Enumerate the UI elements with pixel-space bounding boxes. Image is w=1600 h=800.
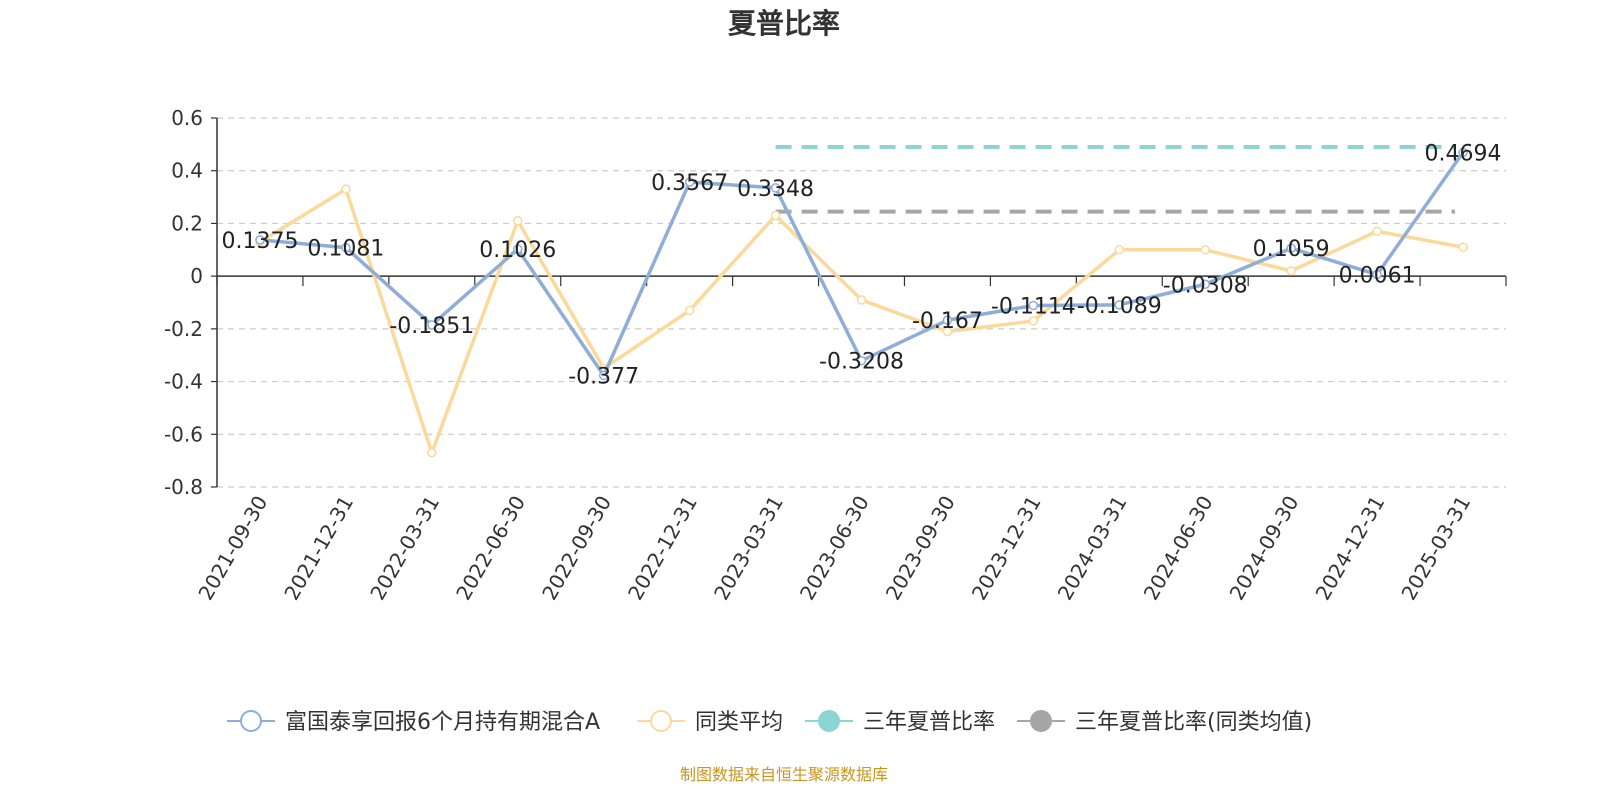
data-label: 0.1026 — [479, 238, 556, 263]
legend-label: 富国泰享回报6个月持有期混合A — [285, 710, 600, 735]
series-point-1[interactable] — [427, 320, 437, 330]
series-point-1[interactable] — [341, 242, 351, 253]
legend[interactable]: 富国泰享回报6个月持有期混合A 同类平均 三年夏普比率 三年夏普比率(同类均值) — [227, 710, 1312, 735]
series-point-1[interactable] — [942, 315, 953, 325]
data-label: 0.3567 — [651, 171, 728, 196]
series-point-1[interactable] — [513, 244, 523, 254]
series-point-2[interactable] — [1114, 245, 1125, 255]
data-label: 0.3348 — [737, 177, 814, 202]
series-point-1[interactable] — [856, 355, 867, 366]
series-point-1[interactable] — [1286, 243, 1296, 253]
legend-item-1[interactable]: 富国泰享回报6个月持有期混合A — [227, 710, 600, 735]
data-label: -0.0308 — [1163, 273, 1248, 298]
series-point-2[interactable] — [1286, 266, 1296, 276]
series-point-1[interactable] — [598, 370, 609, 381]
y-tick-label: -0.2 — [164, 317, 203, 341]
data-label: 0.1059 — [1253, 237, 1330, 262]
series-point-2[interactable] — [1200, 245, 1210, 255]
data-label: -0.377 — [568, 365, 639, 390]
data-labels: 0.1375 0.1081 -0.1851 0.1026 -0.377 0.3567 0.3… — [221, 141, 1501, 389]
y-tick-label: 0 — [190, 264, 203, 288]
data-label: 0.0061 — [1339, 264, 1416, 289]
data-label: 0.4694 — [1425, 141, 1502, 166]
x-tick-label: 2022-03-31 — [365, 492, 444, 605]
legend-item-3[interactable]: 三年夏普比率 — [805, 710, 995, 735]
legend-marker-icon — [650, 710, 672, 732]
y-tick-label: 0.2 — [171, 211, 203, 235]
data-label: -0.3208 — [819, 350, 904, 375]
y-tick-label: 0.6 — [171, 106, 203, 130]
series-line-1 — [259, 151, 1465, 378]
legend-marker-icon — [1030, 710, 1052, 732]
y-tick-label: -0.8 — [164, 475, 203, 499]
x-tick-label: 2024-12-31 — [1311, 492, 1390, 605]
series-point-2[interactable] — [513, 216, 523, 226]
legend-marker-icon — [240, 710, 262, 732]
y-tick-label: 0.4 — [171, 159, 203, 183]
series-point-2[interactable] — [942, 326, 953, 337]
x-tick-label: 2023-12-31 — [967, 492, 1046, 605]
series-point-1[interactable] — [1458, 147, 1468, 158]
x-tick-label: 2022-09-30 — [537, 492, 616, 605]
series-point-1[interactable] — [770, 183, 781, 193]
legend-marker-icon — [818, 710, 840, 732]
x-tick-label: 2024-06-30 — [1139, 492, 1218, 605]
x-tick-label: 2021-09-30 — [193, 492, 272, 605]
data-label: 0.1375 — [221, 229, 298, 254]
series-point-1[interactable] — [255, 235, 265, 245]
series-point-2[interactable] — [1028, 316, 1039, 326]
chart-title: 夏普比率 — [728, 7, 840, 40]
x-tick-label: 2024-03-31 — [1053, 492, 1132, 605]
legend-label: 同类平均 — [695, 710, 783, 735]
y-tick-label: -0.6 — [164, 422, 203, 446]
legend-label: 三年夏普比率 — [863, 710, 995, 735]
series — [255, 144, 1468, 458]
x-tick-label: 2023-03-31 — [709, 492, 788, 605]
x-tick-label: 2025-03-31 — [1396, 492, 1475, 605]
series-point-2[interactable] — [684, 305, 695, 316]
series-point-2[interactable] — [856, 295, 867, 305]
x-tick-label: 2022-12-31 — [623, 492, 702, 605]
x-tick-label: 2021-12-31 — [279, 492, 358, 605]
series-point-1[interactable] — [1028, 300, 1039, 311]
legend-item-4[interactable]: 三年夏普比率(同类均值) — [1017, 710, 1312, 735]
data-label: -0.167 — [912, 309, 983, 334]
x-tick-label: 2023-06-30 — [795, 492, 874, 605]
series-point-1[interactable] — [1114, 300, 1125, 310]
series-point-2[interactable] — [1458, 242, 1468, 252]
data-label: 0.1081 — [307, 237, 384, 262]
series-point-2[interactable] — [770, 210, 781, 221]
series-point-2[interactable] — [341, 184, 351, 194]
x-tick-label: 2022-06-30 — [451, 492, 530, 605]
data-source-note: 制图数据来自恒生聚源数据库 — [680, 765, 888, 784]
series-point-1[interactable] — [1200, 279, 1210, 290]
legend-item-2[interactable]: 同类平均 — [637, 710, 783, 735]
legend-label: 三年夏普比率(同类均值) — [1075, 710, 1312, 735]
series-point-1[interactable] — [684, 177, 695, 187]
series-point-2[interactable] — [427, 447, 437, 458]
y-tick-label: -0.4 — [164, 370, 203, 394]
series-point-2[interactable] — [1372, 226, 1382, 237]
data-label: -0.1089 — [1077, 294, 1162, 319]
series-point-1[interactable] — [1372, 269, 1382, 280]
data-label: -0.1114 — [991, 295, 1076, 320]
data-label: -0.1851 — [389, 314, 474, 339]
x-tick-label: 2023-09-30 — [881, 492, 960, 605]
x-tick-label: 2024-09-30 — [1225, 492, 1304, 605]
